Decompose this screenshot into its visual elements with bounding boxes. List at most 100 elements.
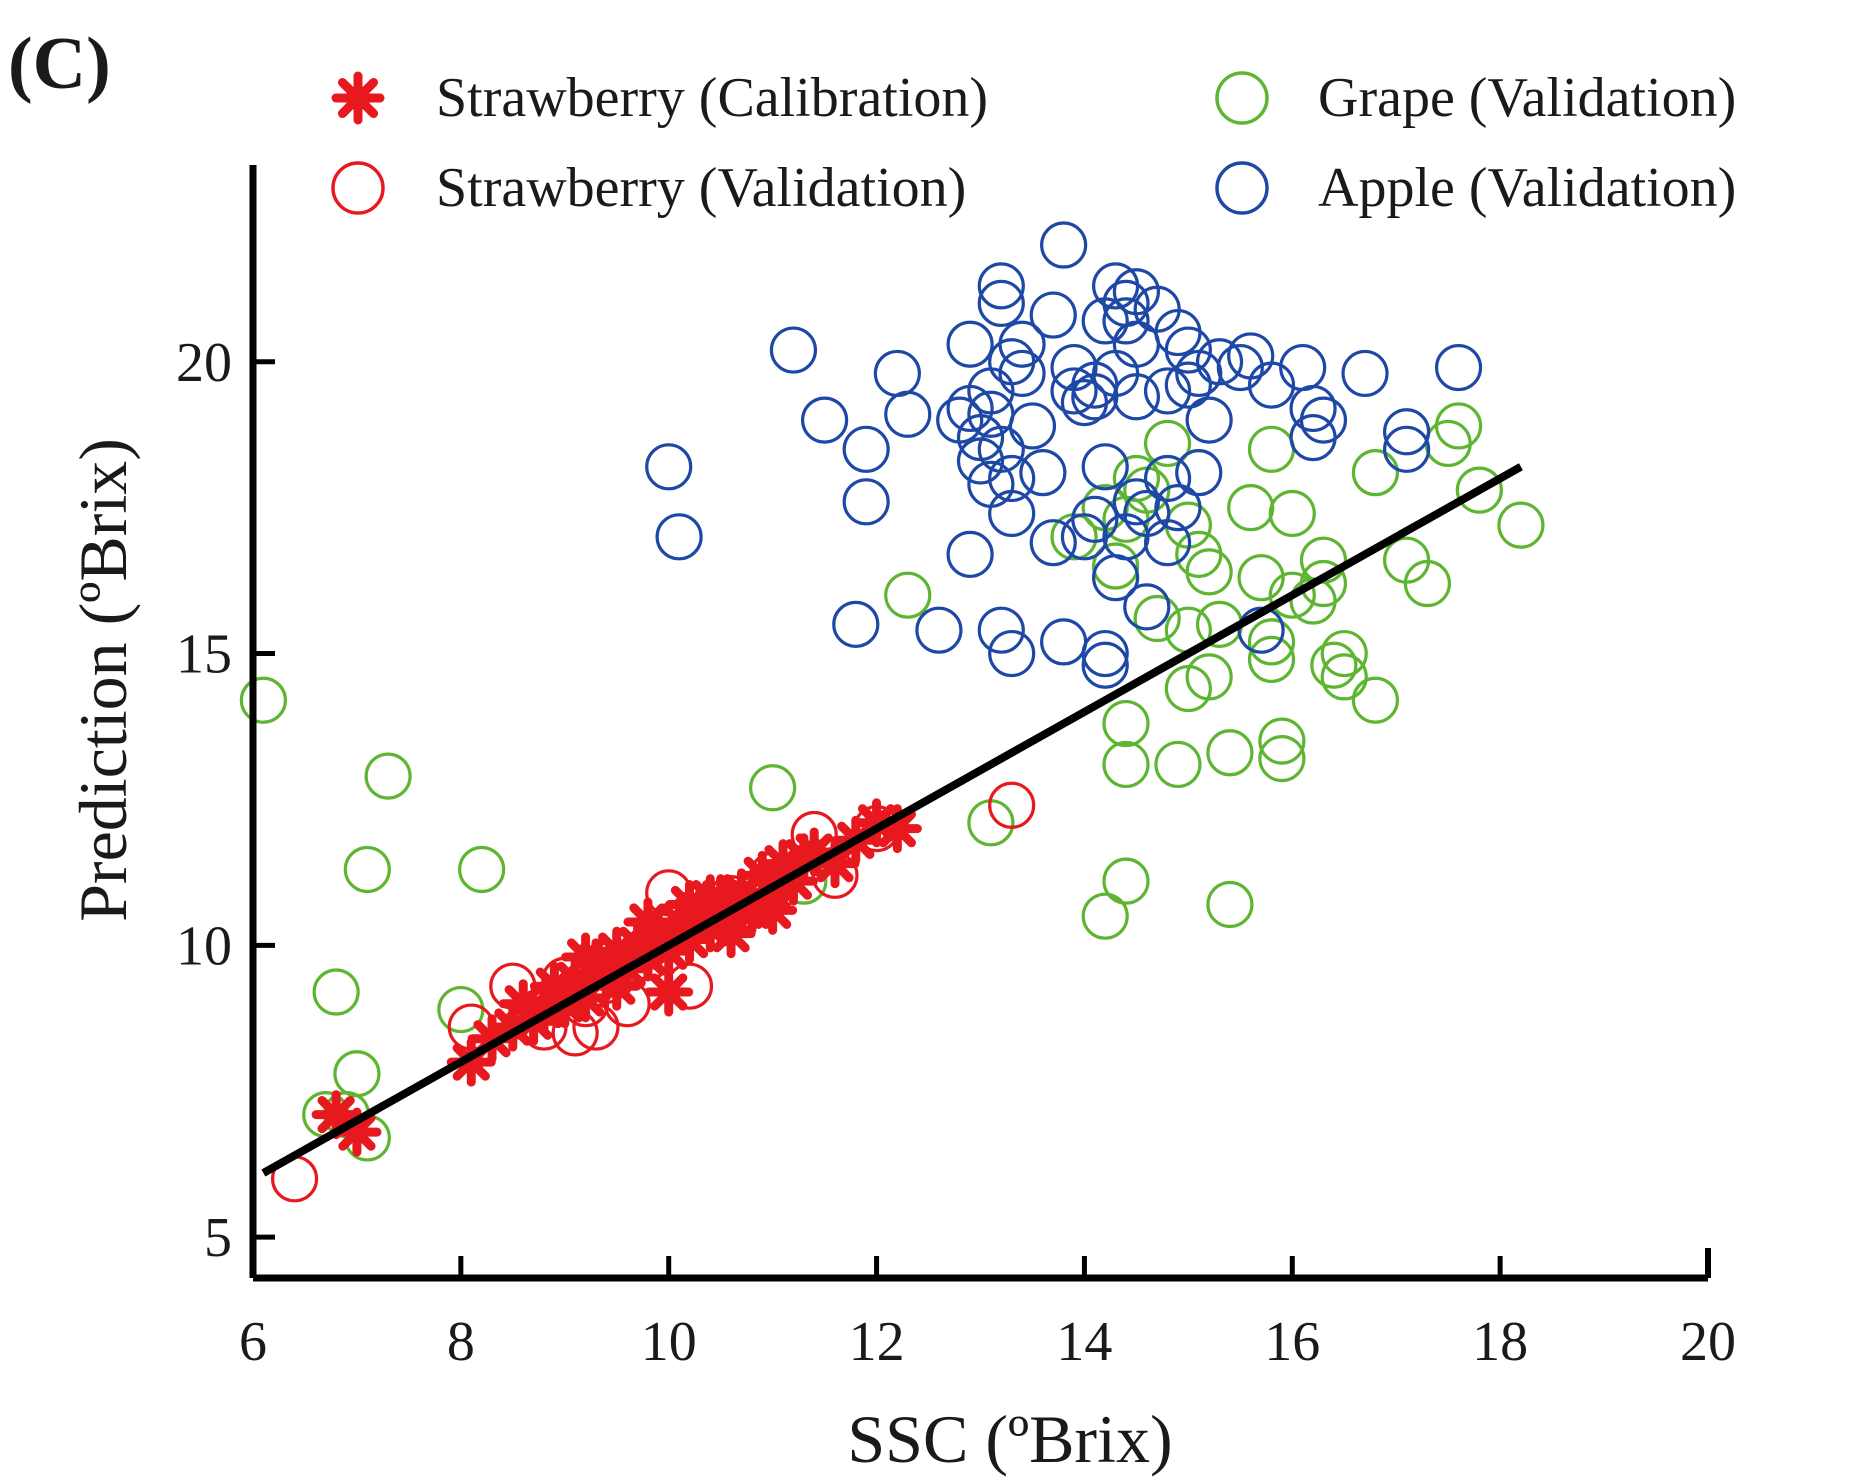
- data-point: [364, 752, 412, 800]
- data-point: [749, 764, 797, 812]
- data-point: [1185, 548, 1233, 596]
- data-point: [884, 571, 932, 619]
- data-point: [988, 489, 1036, 538]
- data-point: [1258, 717, 1306, 765]
- data-point: [988, 454, 1036, 503]
- data-point: [343, 845, 391, 894]
- data-point: [1247, 425, 1296, 473]
- legend-entry: Strawberry (Validation): [331, 157, 966, 219]
- data-point: [312, 968, 360, 1016]
- data-point: [1102, 857, 1150, 905]
- data-point: [645, 443, 693, 491]
- data-point: [967, 390, 1015, 438]
- y-tick-label: 15: [176, 624, 232, 686]
- data-point: [1081, 641, 1129, 689]
- data-point: [1206, 729, 1254, 777]
- legend-entry: Apple (Validation): [1215, 157, 1736, 219]
- legend-label: Strawberry (Calibration): [436, 67, 988, 129]
- data-point: [998, 349, 1046, 398]
- data-point: [1383, 425, 1431, 473]
- data-point: [1071, 495, 1119, 543]
- data-point: [1040, 618, 1088, 666]
- data-point: [623, 897, 673, 947]
- data-point: [561, 932, 611, 982]
- data-point: [1185, 396, 1233, 444]
- data-point: [1455, 466, 1503, 514]
- data-point: [1143, 454, 1192, 503]
- panel-label: (C): [8, 23, 111, 105]
- legend-marker: [331, 161, 385, 215]
- data-point: [915, 606, 963, 654]
- fit-line: [261, 463, 1523, 1177]
- data-point: [1154, 484, 1202, 532]
- data-point: [1289, 384, 1337, 433]
- legend-marker: [331, 71, 385, 125]
- y-tick-label: 5: [204, 1207, 232, 1269]
- plot-area: [239, 221, 1545, 1203]
- data-point: [644, 967, 694, 1017]
- legend-marker: [1215, 71, 1269, 125]
- legend-marker: [1215, 161, 1269, 215]
- legend-label: Apple (Validation): [1318, 157, 1736, 219]
- series-apple-validation: [645, 221, 1483, 689]
- x-tick-label: 16: [1264, 1311, 1320, 1373]
- data-point: [988, 781, 1036, 829]
- data-point: [239, 676, 287, 724]
- data-point: [1164, 326, 1212, 374]
- data-point: [1102, 699, 1150, 748]
- data-point: [1299, 559, 1348, 608]
- x-tick-label: 14: [1056, 1311, 1112, 1373]
- data-point: [1403, 559, 1451, 608]
- data-point: [1258, 734, 1306, 783]
- data-point: [1081, 892, 1129, 940]
- data-point: [1112, 320, 1160, 368]
- data-point: [1040, 221, 1088, 269]
- data-point: [1434, 402, 1483, 450]
- data-point: [988, 629, 1036, 678]
- data-point: [977, 606, 1025, 654]
- data-point: [655, 513, 703, 561]
- data-point: [842, 478, 890, 526]
- data-point: [1154, 740, 1202, 789]
- data-point: [1050, 367, 1098, 415]
- data-point: [769, 326, 818, 374]
- data-point: [748, 885, 798, 935]
- data-point: [333, 1050, 381, 1098]
- data-point: [977, 425, 1025, 473]
- data-point: [1029, 519, 1077, 567]
- data-point: [998, 320, 1046, 368]
- y-tick-label: 20: [176, 332, 232, 394]
- data-point: [1175, 449, 1223, 497]
- data-point: [946, 530, 994, 578]
- y-tick-label: 10: [176, 915, 232, 977]
- data-point: [832, 600, 880, 648]
- data-point: [1434, 343, 1483, 392]
- data-point: [1019, 449, 1067, 497]
- data-point: [977, 262, 1025, 310]
- data-point: [1351, 449, 1400, 497]
- legend-entry: Grape (Validation): [1215, 67, 1736, 129]
- data-point: [1497, 501, 1545, 549]
- x-tick-label: 12: [849, 1311, 905, 1373]
- data-point: [1206, 880, 1254, 929]
- data-point: [1310, 641, 1358, 689]
- data-point: [1102, 740, 1150, 789]
- series-grape-validation: [239, 402, 1545, 1162]
- data-point: [1164, 361, 1212, 409]
- x-tick-label: 18: [1472, 1311, 1528, 1373]
- data-point: [1227, 484, 1275, 532]
- data-point: [1227, 332, 1275, 380]
- data-point: [1237, 554, 1285, 602]
- data-point: [1424, 419, 1472, 468]
- legend-label: Strawberry (Validation): [436, 157, 966, 219]
- data-point: [1102, 297, 1150, 345]
- data-point: [1133, 594, 1181, 643]
- data-point: [1112, 454, 1160, 503]
- legend-label: Grape (Validation): [1318, 67, 1736, 129]
- data-point: [1185, 653, 1233, 701]
- x-tick-label: 20: [1680, 1311, 1736, 1373]
- data-point: [1123, 583, 1171, 631]
- data-point: [1247, 618, 1296, 666]
- data-point: [1175, 530, 1223, 578]
- data-point: [946, 320, 994, 368]
